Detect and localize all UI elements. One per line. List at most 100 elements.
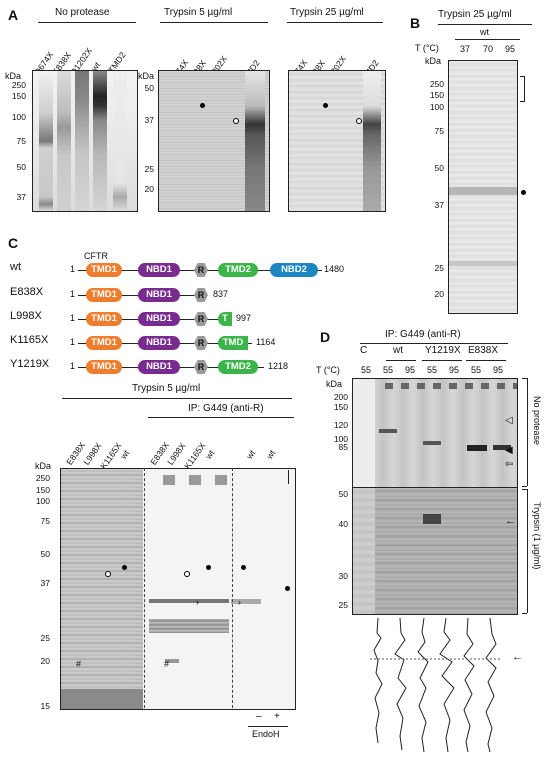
group-label: wt <box>393 345 403 356</box>
kda-label: kDa <box>5 71 22 81</box>
panel-label-d: D <box>320 329 331 345</box>
mw-marker: 100 <box>333 434 348 444</box>
end-residue: 837 <box>213 289 229 299</box>
arrow-filled: ◀ <box>505 445 513 456</box>
lane-label: wt <box>118 448 132 461</box>
domain-r: R <box>194 288 208 302</box>
domain-r: R <box>194 360 208 374</box>
mw-marker: 50 <box>338 489 348 499</box>
mw-marker: 250 <box>35 473 50 483</box>
domain-nbd1: NBD1 <box>138 263 180 277</box>
mw-marker: 25 <box>40 633 50 643</box>
marker-open-circle <box>184 571 190 577</box>
marker-filled-dot <box>241 565 246 570</box>
mw-marker: 200 <box>333 392 348 402</box>
lane-label: wt <box>203 448 217 461</box>
endoh-minus: – <box>256 711 262 722</box>
marker-open-circle <box>356 118 362 124</box>
mw-marker: 120 <box>333 420 348 430</box>
mw-marker: 50 <box>16 162 26 172</box>
gel-d-trypsin <box>352 487 518 615</box>
mw-marker: 25 <box>434 263 444 273</box>
lane-label: wt <box>264 448 278 461</box>
panel-label-c: C <box>8 235 19 251</box>
bracket <box>520 101 525 102</box>
mw-marker: 25 <box>144 164 154 174</box>
marker-filled-dot <box>521 190 526 195</box>
mw-marker: 50 <box>434 163 444 173</box>
construct-name: K1165X <box>10 334 49 346</box>
kda-label: kDa <box>425 56 442 66</box>
start-residue: 1 <box>70 264 76 274</box>
temp-value: 55 <box>383 365 394 375</box>
gel-a-trypsin-5 <box>158 70 270 212</box>
domain-tmd1: TMD1 <box>86 336 122 350</box>
mw-marker: 75 <box>16 136 26 146</box>
mw-marker: 20 <box>434 289 444 299</box>
end-residue: 997 <box>236 313 252 323</box>
bracket <box>522 486 527 487</box>
mw-marker: 100 <box>429 102 444 112</box>
gel-b <box>448 60 518 314</box>
bracket <box>522 378 527 379</box>
mw-marker: 75 <box>434 126 444 136</box>
domain-r: R <box>194 312 208 326</box>
domain-r: R <box>194 263 208 277</box>
marker-open-circle <box>233 118 239 124</box>
domain-nbd1: NBD1 <box>138 288 180 302</box>
side-label-no-protease: No protease <box>532 396 542 446</box>
mw-marker: 85 <box>338 442 348 452</box>
title-underline <box>360 343 508 344</box>
hash-marker: # <box>76 659 82 669</box>
endoh-underline <box>248 726 288 727</box>
construct-name: wt <box>10 261 21 273</box>
mw-marker: 50 <box>144 83 154 93</box>
endoh-label: EndoH <box>252 729 280 739</box>
kda-label: kDa <box>35 461 52 471</box>
bracket <box>524 76 525 102</box>
mw-marker: 37 <box>434 200 444 210</box>
bracket <box>522 489 527 490</box>
mw-marker: 100 <box>35 496 50 506</box>
marker-filled-dot <box>323 103 328 108</box>
group-underline <box>38 22 136 23</box>
temp-value: 95 <box>449 365 460 375</box>
group-no-protease: No protease <box>55 7 110 18</box>
arrowhead-marker: › <box>238 597 241 607</box>
panel-label-b: B <box>410 15 421 31</box>
ip-title: IP: G449 (anti-R) <box>188 403 264 414</box>
densitometry-traces <box>370 618 500 753</box>
arrowhead-marker: › <box>196 597 199 607</box>
gel-d-no-protease <box>352 378 518 488</box>
mw-marker: 20 <box>144 184 154 194</box>
mw-marker: 150 <box>35 485 50 495</box>
hash-marker: # <box>164 659 170 669</box>
mw-marker: 75 <box>40 516 50 526</box>
mw-marker: 150 <box>11 91 26 101</box>
arrow-open-1: ◁ <box>505 415 513 426</box>
mw-marker: 250 <box>11 80 26 90</box>
domain-tmd1: TMD1 <box>86 360 122 374</box>
title-underline <box>148 417 294 418</box>
gel-a-no-protease <box>32 70 138 212</box>
mw-marker: 15 <box>40 701 50 711</box>
mw-marker: 50 <box>40 549 50 559</box>
domain-tmd2: TMD2 <box>218 263 258 277</box>
mw-marker: 30 <box>338 571 348 581</box>
group-label: E838X <box>468 345 499 356</box>
group-underline <box>160 22 268 23</box>
end-residue: 1218 <box>268 361 289 371</box>
mw-marker: 100 <box>11 112 26 122</box>
domain-nbd1: NBD1 <box>138 360 180 374</box>
title-underline <box>62 398 292 399</box>
group-label: C <box>360 345 368 356</box>
marker-filled-dot <box>200 103 205 108</box>
divider-dashed <box>232 468 233 708</box>
bracket <box>522 613 527 614</box>
divider-dashed <box>144 468 145 708</box>
temp-value: 55 <box>471 365 482 375</box>
domain-nbd1: NBD1 <box>138 312 180 326</box>
group-label: Y1219X <box>425 345 461 356</box>
domain-tmd2-truncated: TMD <box>218 336 248 350</box>
panel-b-title: Trypsin 25 µg/ml <box>438 9 512 20</box>
